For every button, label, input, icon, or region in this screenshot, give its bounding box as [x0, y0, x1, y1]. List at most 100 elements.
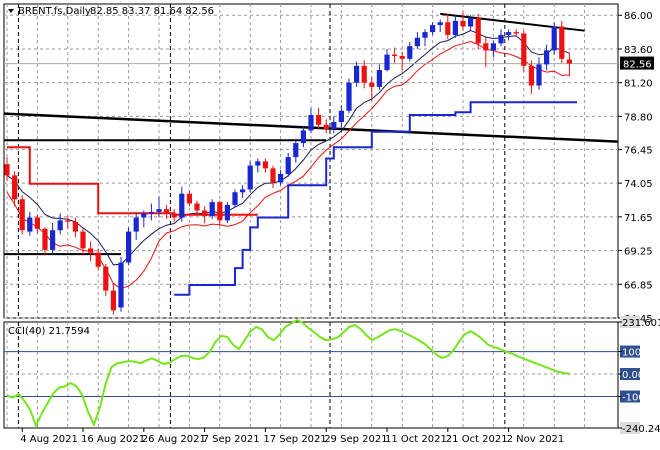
candle	[224, 202, 230, 224]
candle	[308, 107, 314, 134]
candle-body	[498, 34, 504, 44]
time-tick-label: 7 Sep 2021	[203, 434, 260, 445]
time-tick-label: 26 Aug 2021	[142, 434, 206, 445]
candle	[437, 19, 443, 33]
candle-body	[521, 33, 527, 66]
candle-body	[278, 173, 284, 183]
candle-body	[240, 189, 246, 193]
candle	[240, 185, 246, 198]
candle-body	[437, 22, 443, 26]
candle-body	[452, 20, 458, 35]
candle-body	[262, 161, 268, 169]
candle-body	[490, 43, 496, 51]
dropdown-triangle-icon[interactable]	[8, 9, 14, 13]
candle-body	[536, 64, 542, 86]
candle-body	[255, 161, 261, 166]
cci-edge-bg	[620, 422, 640, 434]
candle	[544, 44, 550, 71]
candle-body	[468, 18, 474, 27]
cci-axis: 231.601 100 0.00 -100 -240.240	[618, 316, 660, 435]
candle-body	[65, 220, 71, 222]
candle	[232, 189, 238, 208]
candle-body	[445, 22, 451, 35]
cci-tick-label: 100	[622, 348, 641, 359]
candle-body	[72, 221, 78, 232]
candle	[171, 209, 177, 222]
candle	[57, 213, 63, 235]
candle	[475, 13, 481, 49]
candle-body	[19, 199, 25, 231]
candle-body	[270, 168, 276, 183]
candle	[50, 223, 56, 255]
candle-body	[392, 54, 398, 56]
candle-body	[369, 82, 375, 87]
candle-body	[164, 209, 170, 214]
cci-tick-label: 231.601	[622, 318, 660, 329]
candle-body	[209, 202, 215, 217]
candle	[490, 40, 496, 58]
candle	[483, 36, 489, 68]
candle	[110, 283, 116, 315]
cci-tick-label: -240.240	[622, 424, 660, 435]
candle-body	[331, 122, 337, 130]
candle	[270, 165, 276, 189]
price-tick-label: 81.20	[624, 79, 653, 90]
time-tick-label: 17 Sep 2021	[263, 434, 326, 445]
candle	[392, 47, 398, 64]
candle	[445, 13, 451, 40]
candle-body	[566, 59, 572, 64]
price-tick-label: 86.00	[624, 11, 653, 22]
candle	[559, 20, 565, 64]
candle	[278, 169, 284, 186]
candle	[422, 29, 428, 47]
candle-body	[57, 220, 63, 231]
candle	[414, 32, 420, 49]
candle-body	[202, 210, 208, 217]
current-price-marker: 82.56	[620, 56, 654, 71]
candle	[528, 60, 534, 94]
candle	[19, 195, 25, 235]
candle-body	[528, 65, 534, 86]
candle-body	[285, 157, 291, 174]
candle-body	[186, 193, 192, 204]
candle	[72, 217, 78, 238]
candle-body	[103, 266, 109, 291]
candle	[4, 157, 10, 182]
time-tick-label: 16 Aug 2021	[81, 434, 145, 445]
candle	[65, 216, 71, 229]
ohlc-values: 82.85 83.37 81.64 82.56	[90, 6, 214, 17]
candle-body	[50, 230, 56, 250]
trailing-stop-up	[174, 101, 577, 296]
candle-body	[156, 209, 162, 212]
candle-body	[407, 46, 413, 59]
candle-body	[316, 114, 322, 125]
cci-pane	[3, 321, 619, 429]
candle-body	[506, 32, 512, 35]
candle-body	[354, 65, 360, 83]
candle	[103, 263, 109, 297]
time-tick-label: 29 Sep 2021	[324, 434, 387, 445]
candle	[80, 228, 86, 256]
header: BRENT.fs,Daily 82.85 83.37 81.64 82.56	[8, 6, 214, 17]
candle	[566, 52, 572, 77]
cci-level-bg	[620, 390, 640, 403]
candle-body	[559, 26, 565, 59]
candle-body	[247, 165, 253, 190]
candle-body	[141, 213, 147, 218]
symbol-label: BRENT.fs,Daily	[18, 6, 91, 17]
candle	[369, 77, 375, 101]
current-price-label: 82.56	[623, 60, 652, 71]
cci-indicator	[4, 318, 618, 429]
candle	[164, 204, 170, 219]
candle	[88, 241, 94, 262]
candle-body	[422, 32, 428, 38]
time-tick-label: 2 Nov 2021	[507, 434, 565, 445]
candle	[376, 64, 382, 90]
cci-tick-label: -100	[622, 392, 645, 403]
candle-body	[414, 37, 420, 47]
candle	[247, 161, 253, 193]
candle	[186, 190, 192, 207]
candle-body	[338, 110, 344, 123]
candle-body	[232, 192, 238, 205]
